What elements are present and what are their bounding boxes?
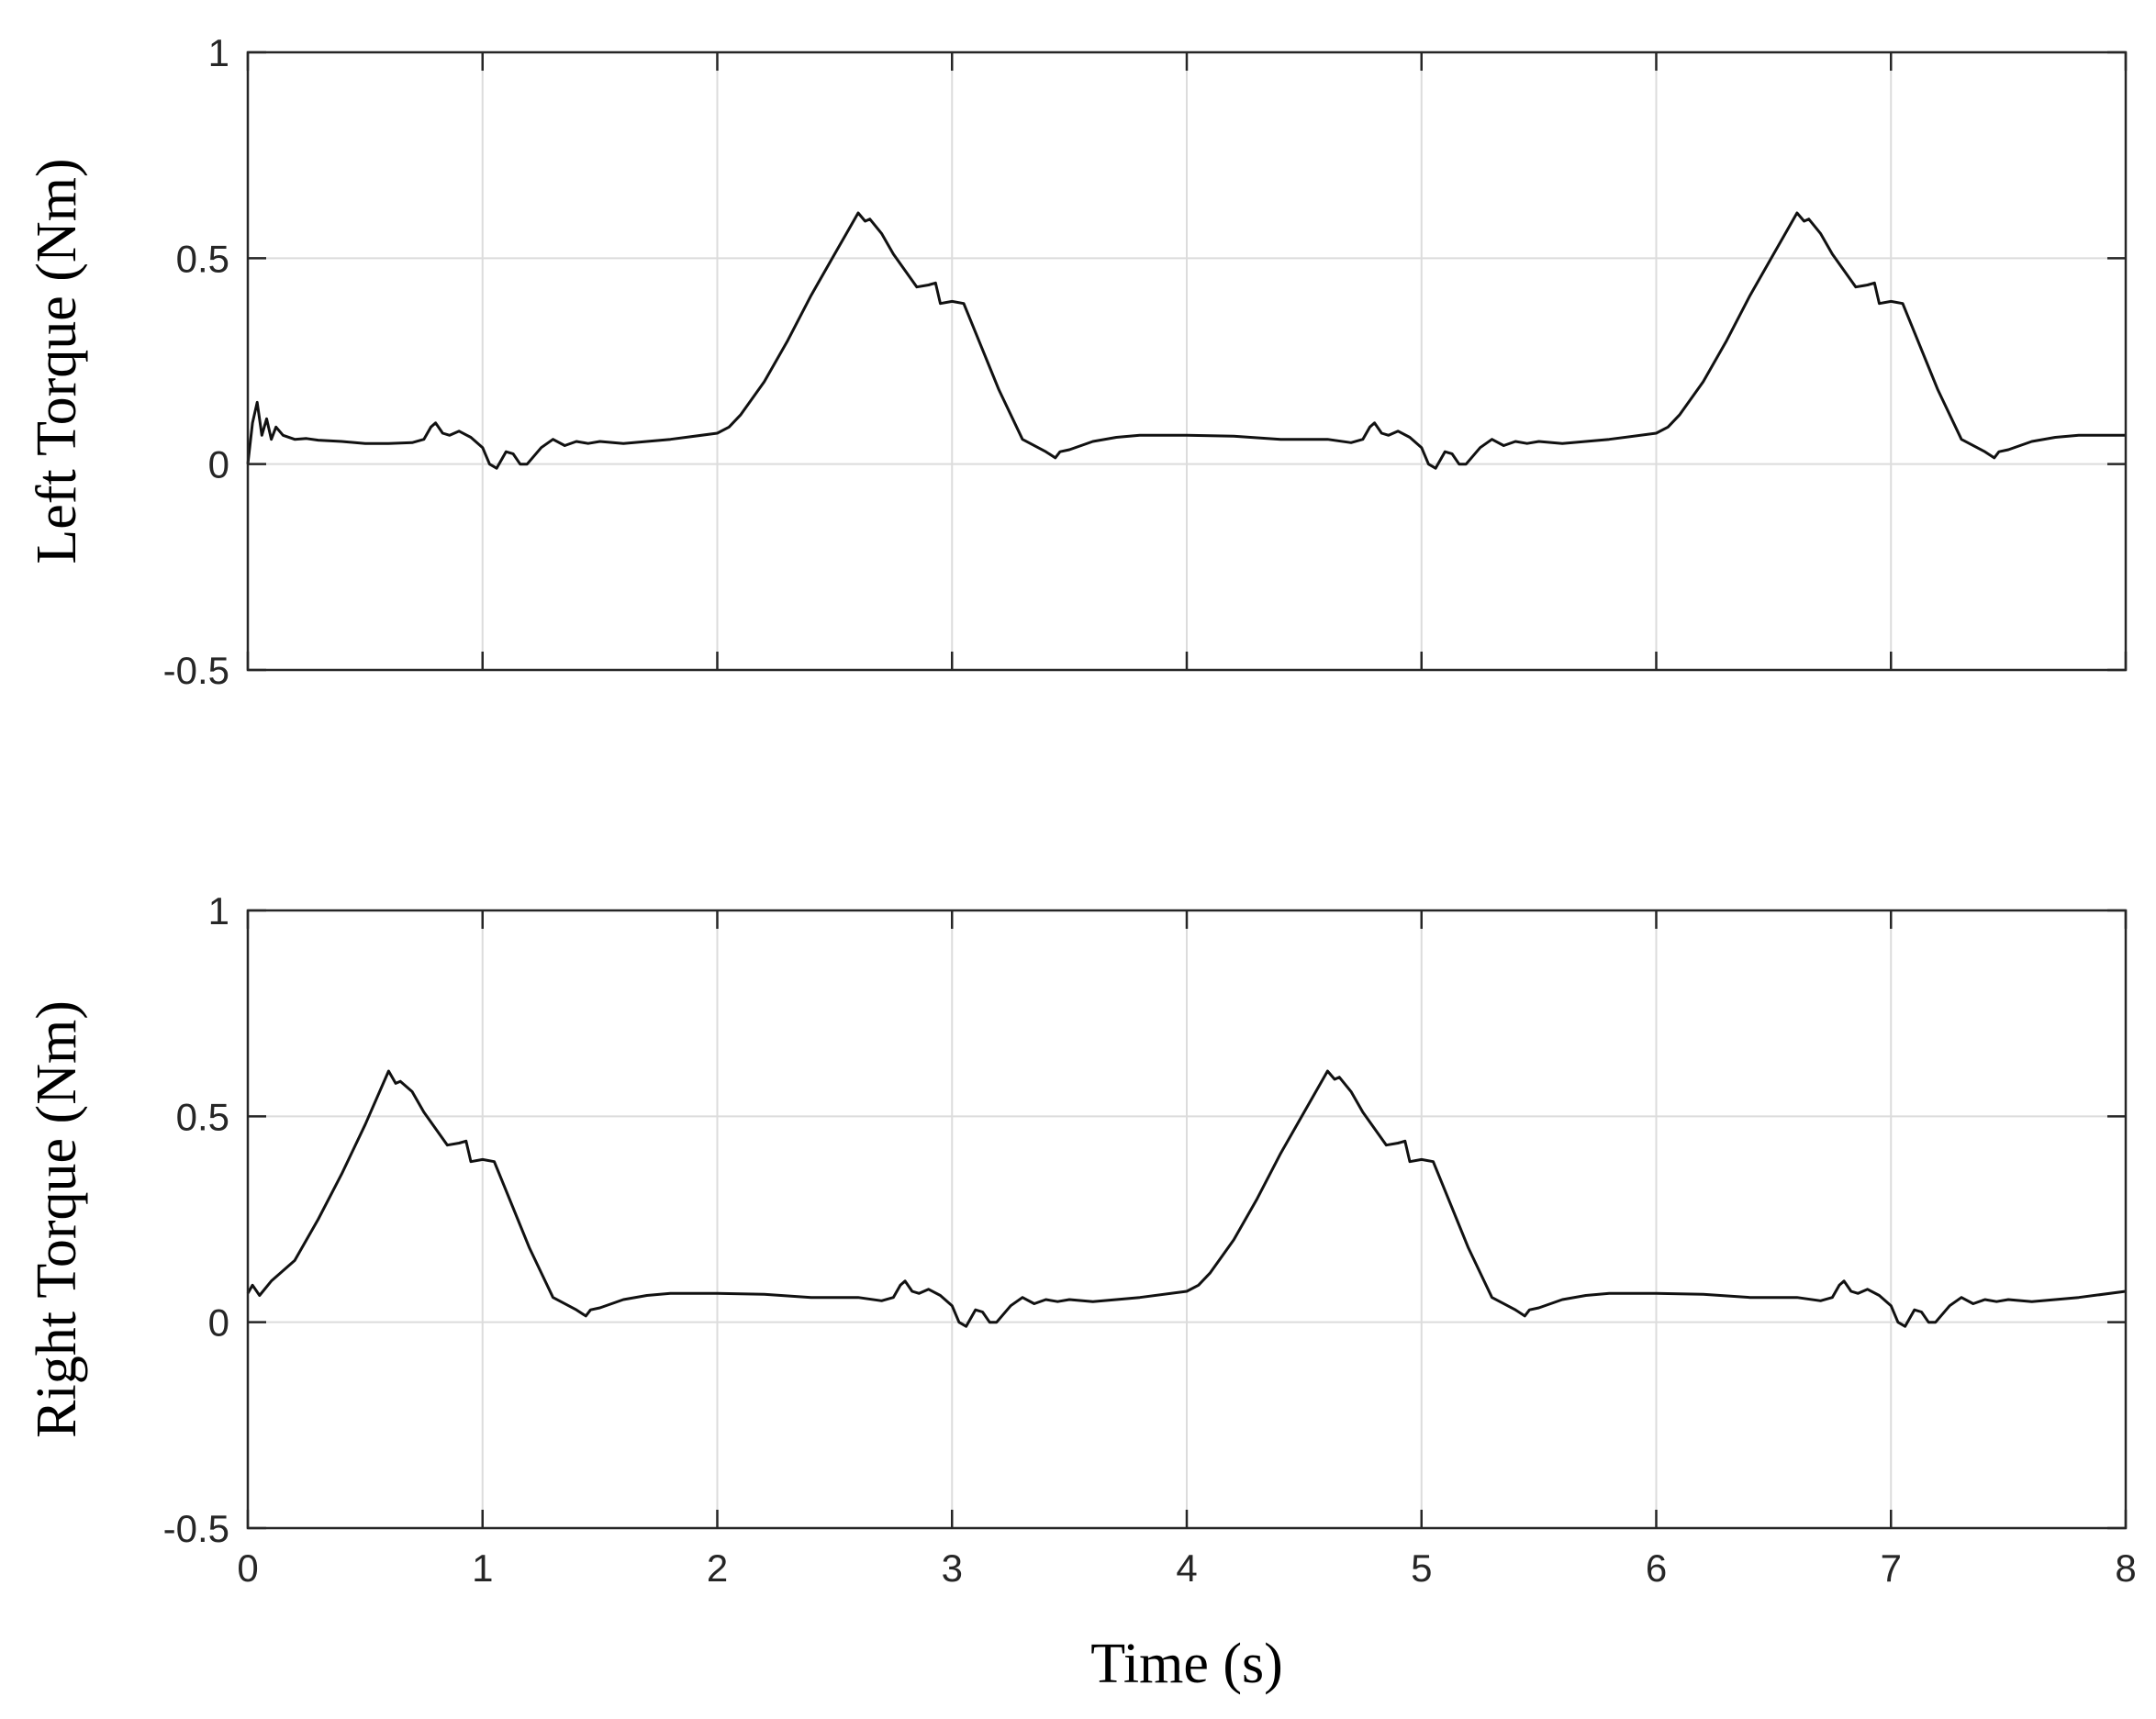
right-xtick-label-8: 8 — [2115, 1546, 2136, 1590]
right-xtick-label-4: 4 — [1176, 1546, 1197, 1590]
right-ytick-label-0: 0 — [208, 1301, 229, 1345]
left-ytick-label-0-5: 0.5 — [176, 237, 229, 280]
right-xtick-label-3: 3 — [942, 1546, 963, 1590]
right-ytick-label-0-5: 0.5 — [176, 1095, 229, 1138]
right-ytick-label--0-5: -0.5 — [163, 1507, 229, 1550]
right-xtick-label-2: 2 — [707, 1546, 728, 1590]
left-ytick-label-1: 1 — [208, 31, 229, 74]
left-ytick-label-0: 0 — [208, 443, 229, 486]
left-ytick-label--0-5: -0.5 — [163, 649, 229, 692]
right-xtick-label-1: 1 — [472, 1546, 493, 1590]
right-ytick-label-1: 1 — [208, 889, 229, 932]
right-torque-line — [246, 1069, 2127, 1328]
right-xtick-label-6: 6 — [1646, 1546, 1667, 1590]
x-axis-title: Time (s) — [1090, 1633, 1283, 1695]
left-torque-panel: -0.5 0 0.5 1 Left Torque (Nm) — [26, 31, 2128, 692]
right-y-axis-title: Right Torque (Nm) — [26, 1000, 88, 1438]
right-xtick-label-7: 7 — [1881, 1546, 1902, 1590]
right-xtick-label-5: 5 — [1411, 1546, 1432, 1590]
right-xtick-label-0: 0 — [237, 1546, 258, 1590]
left-y-axis-title: Left Torque (Nm) — [26, 158, 88, 564]
left-torque-line — [246, 211, 2126, 470]
